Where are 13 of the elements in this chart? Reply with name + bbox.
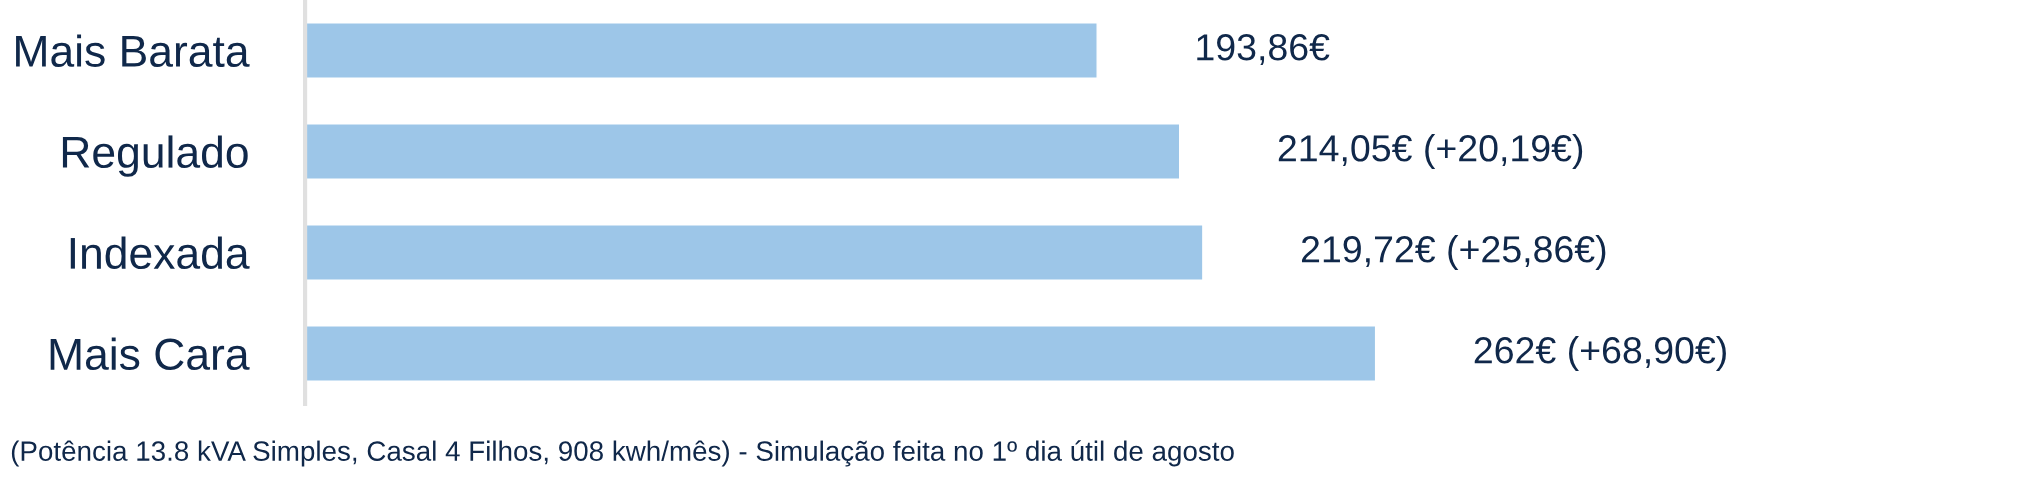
bar [305, 22, 1098, 79]
y-tick-label: Regulado [62, 135, 248, 177]
y-tick-label: Mais Barata [16, 34, 250, 68]
y-tick-label: Mais Cara [50, 337, 250, 371]
data-label: 193,86€ [1197, 34, 1330, 65]
bar [305, 325, 1377, 383]
y-tick-label: Indexada [70, 236, 250, 270]
data-label: 219,72€ (+25,86€) [1301, 235, 1606, 270]
text: (Potência 13.8 kVA Simples, Casal 4 Filhos, 908 kwh/mês) - Simulação feita no 1º dia útil de agosto [11, 440, 1234, 467]
data-label: 214,05€ (+20,19€) [1278, 134, 1583, 169]
data-label: 262€ (+68,90€) [1474, 336, 1726, 371]
bar [305, 224, 1204, 281]
bar [305, 123, 1181, 180]
